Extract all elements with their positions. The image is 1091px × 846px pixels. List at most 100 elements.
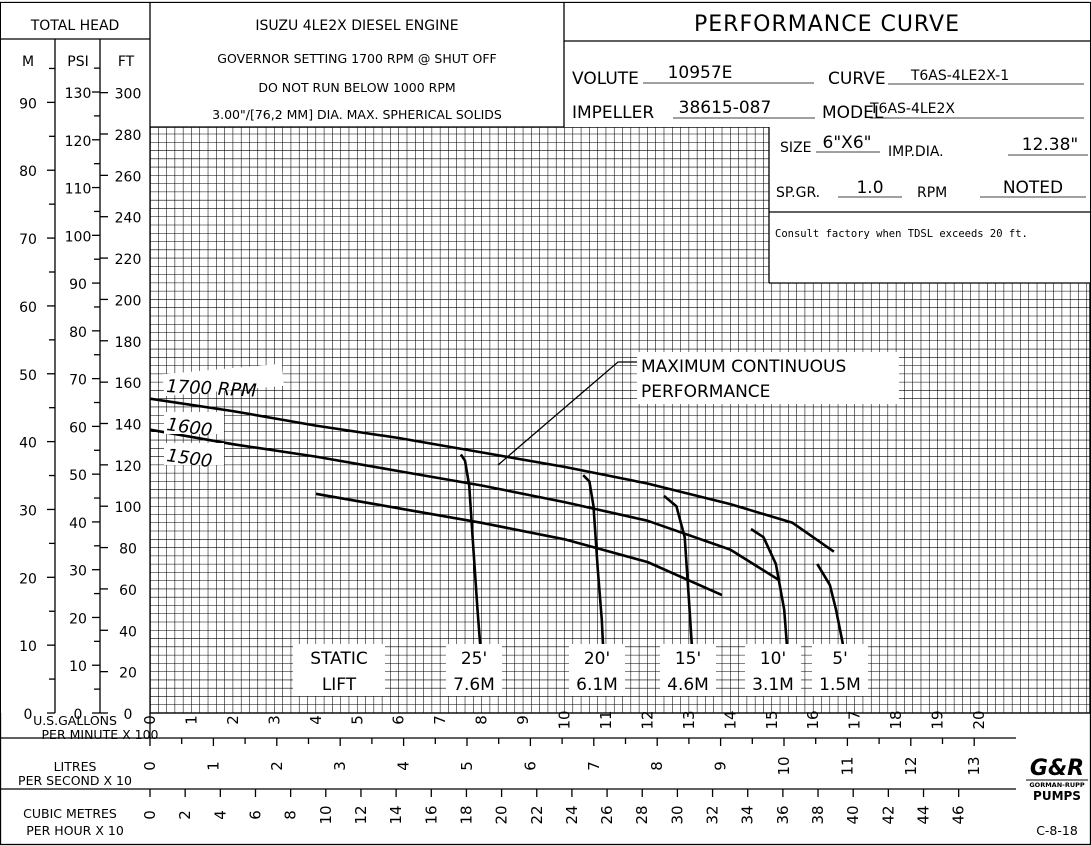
lift-label-bg [745, 644, 801, 696]
cmh-tick-label: 28 [633, 805, 651, 824]
lps-tick-label: 13 [965, 756, 983, 775]
cmh-tick-label: 30 [668, 805, 686, 824]
gpm-tick-label: 11 [597, 710, 615, 729]
cmh-tick-label: 26 [598, 805, 616, 824]
cmh-tick-label: 32 [704, 805, 722, 824]
m-tick-label: 50 [19, 368, 37, 384]
curve-label: CURVE [828, 69, 886, 89]
ft-tick-label: 240 [115, 211, 142, 227]
lift-label-bg [660, 644, 716, 696]
gpm-tick-label: 16 [804, 710, 822, 729]
gpm-tick-label: 3 [265, 715, 283, 725]
cmh-tick-label: 20 [493, 805, 511, 824]
gorman-rupp-logo: G&R GORMAN-RUPP PUMPS [1026, 756, 1088, 803]
ft-tick-label: 280 [115, 128, 142, 144]
static-lift-curve-1 [459, 453, 483, 664]
ft-tick-label: 60 [119, 583, 137, 599]
psi-tick-label: 40 [69, 516, 87, 532]
gpm-tick-label: 18 [887, 710, 905, 729]
psi-tick-label: 50 [69, 468, 87, 484]
lps-tick-label: 8 [648, 761, 666, 771]
lps-tick-label: 7 [585, 761, 603, 771]
lps-tick-label: 2 [268, 761, 286, 771]
m-tick-label: 70 [19, 232, 37, 248]
cmh-tick-label: 12 [352, 805, 370, 824]
psi-tick-label: 100 [65, 229, 92, 245]
solids-label: 3.00"/[76,2 MM] DIA. MAX. SPHERICAL SOLI… [212, 107, 502, 122]
cmh-tick-label: 2 [176, 810, 194, 820]
chart-title: PERFORMANCE CURVE [694, 12, 960, 37]
gpm-tick-label: 14 [721, 710, 739, 729]
left-axes: 0204060801001201401601802002202402602803… [19, 67, 142, 723]
cmh-tick-label: 16 [422, 805, 440, 824]
ft-tick-label: 260 [115, 169, 142, 185]
impeller-value: 38615-087 [679, 98, 772, 118]
ft-tick-label: 180 [115, 335, 142, 351]
psi-tick-label: 10 [69, 659, 87, 675]
static-lift-2: LIFT [322, 675, 357, 695]
ft-tick-label: 100 [115, 500, 142, 516]
cmh-tick-label: 42 [879, 805, 897, 824]
lift-m-label: 6.1M [576, 675, 618, 695]
gpm-tick-label: 15 [763, 710, 781, 729]
lps-tick-label: 1 [204, 761, 222, 771]
gpm-tick-label: 4 [307, 715, 325, 725]
cmh-tick-label: 44 [915, 805, 933, 824]
cmh-tick-label: 14 [387, 805, 405, 824]
lift-ft-label: 25' [461, 649, 487, 669]
cmh-tick-label: 18 [457, 805, 475, 824]
gpm-axis-title-1: U.S.GALLONS [33, 713, 117, 728]
cmh-tick-label: 0 [141, 810, 159, 820]
m-tick-label: 10 [19, 639, 37, 655]
lps-tick-label: 9 [712, 761, 730, 771]
psi-tick-label: 0 [74, 707, 83, 723]
model-value: T6AS-4LE2X [869, 101, 955, 117]
unit-psi-label: PSI [67, 54, 88, 70]
m-tick-label: 80 [19, 164, 37, 180]
consult-note: Consult factory when TDSL exceeds 20 ft. [775, 228, 1028, 240]
cmh-tick-label: 34 [739, 805, 757, 824]
plot-labels: MAXIMUM CONTINUOUS PERFORMANCE STATIC LI… [293, 352, 899, 696]
static-lift-1: STATIC [310, 649, 367, 669]
lift-label-bg [446, 644, 502, 696]
bottom-axes: U.S.GALLONS PER MINUTE X 100 LITRES PER … [1, 710, 1016, 838]
cmh-tick-label: 6 [246, 810, 264, 820]
engine-label: ISUZU 4LE2X DIESEL ENGINE [255, 18, 458, 34]
lift-label-bg [569, 644, 625, 696]
unit-m-label: M [22, 54, 34, 70]
lps-tick-label: 4 [395, 761, 413, 771]
rpm-curve-label: 1700 RPM [166, 376, 258, 402]
min-rpm-label: DO NOT RUN BELOW 1000 RPM [258, 80, 455, 95]
ft-tick-label: 200 [115, 293, 142, 309]
cmh-tick-label: 10 [317, 805, 335, 824]
gpm-tick-label: 2 [224, 715, 242, 725]
lift-m-label: 3.1M [752, 675, 794, 695]
psi-tick-label: 30 [69, 564, 87, 580]
lps-tick-label: 6 [521, 761, 539, 771]
lps-tick-label: 11 [838, 756, 856, 775]
psi-tick-label: 130 [65, 86, 92, 102]
gpm-tick-label: 8 [473, 715, 491, 725]
cmh-tick-label: 36 [774, 805, 792, 824]
gpm-tick-label: 7 [431, 715, 449, 725]
lps-axis-title-1: LITRES [54, 759, 97, 774]
gpm-tick-label: 12 [638, 710, 656, 729]
logo-sub: GORMAN-RUPP [1029, 781, 1085, 789]
m-tick-label: 90 [19, 96, 37, 112]
ft-tick-label: 20 [119, 666, 137, 682]
psi-tick-label: 60 [69, 420, 87, 436]
m-tick-label: 40 [19, 436, 37, 452]
spgr-value: 1.0 [856, 178, 883, 198]
rpm-curve-3 [315, 492, 723, 597]
mcp-line-1: MAXIMUM CONTINUOUS [641, 357, 846, 377]
cmh-axis-title-1: CUBIC METRES [23, 806, 117, 821]
logo-pumps: PUMPS [1033, 789, 1081, 803]
gpm-axis-title-2: PER MINUTE X 100 [42, 727, 159, 742]
ft-tick-label: 40 [119, 624, 137, 640]
lift-m-label: 1.5M [819, 675, 861, 695]
lift-m-label: 4.6M [667, 675, 709, 695]
lift-label-bg [812, 644, 868, 696]
gpm-tick-label: 19 [929, 710, 947, 729]
lift-ft-label: 20' [584, 649, 610, 669]
psi-tick-label: 90 [69, 277, 87, 293]
